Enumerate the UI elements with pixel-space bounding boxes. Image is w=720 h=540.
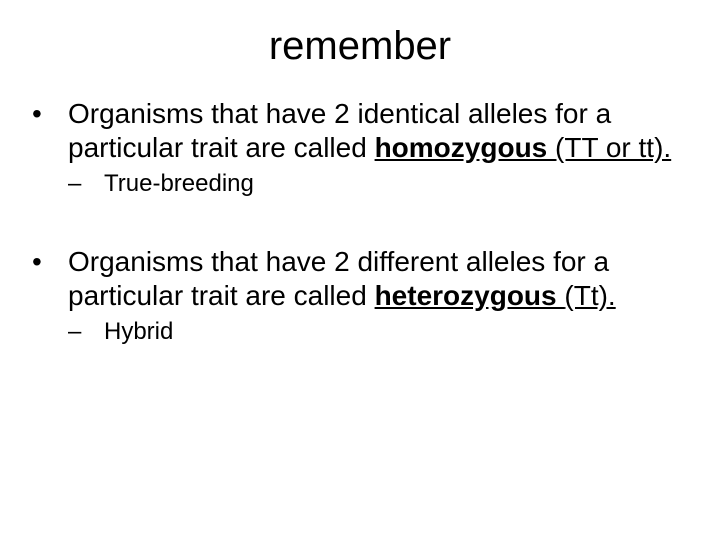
bullet-homozygous: •Organisms that have 2 identical alleles… bbox=[50, 97, 690, 164]
bullet-heterozygous: •Organisms that have 2 different alleles… bbox=[50, 245, 690, 312]
bullet-dash-icon: – bbox=[86, 170, 104, 199]
term-heterozygous: heterozygous bbox=[375, 280, 565, 311]
spacer bbox=[30, 205, 690, 245]
subbullet-text: True-breeding bbox=[104, 170, 254, 197]
bullet-text-post: (TT or tt). bbox=[555, 132, 671, 163]
bullet-dot-icon: • bbox=[50, 245, 68, 279]
slide-title: remember bbox=[30, 24, 690, 69]
bullet-dot-icon: • bbox=[50, 97, 68, 131]
bullet-dash-icon: – bbox=[86, 318, 104, 347]
subbullet-text: Hybrid bbox=[104, 318, 173, 345]
term-homozygous: homozygous bbox=[375, 132, 555, 163]
bullet-text-post: (Tt). bbox=[564, 280, 615, 311]
subbullet-true-breeding: –True-breeding bbox=[86, 170, 690, 199]
slide: remember •Organisms that have 2 identica… bbox=[0, 0, 720, 540]
subbullet-hybrid: –Hybrid bbox=[86, 318, 690, 347]
